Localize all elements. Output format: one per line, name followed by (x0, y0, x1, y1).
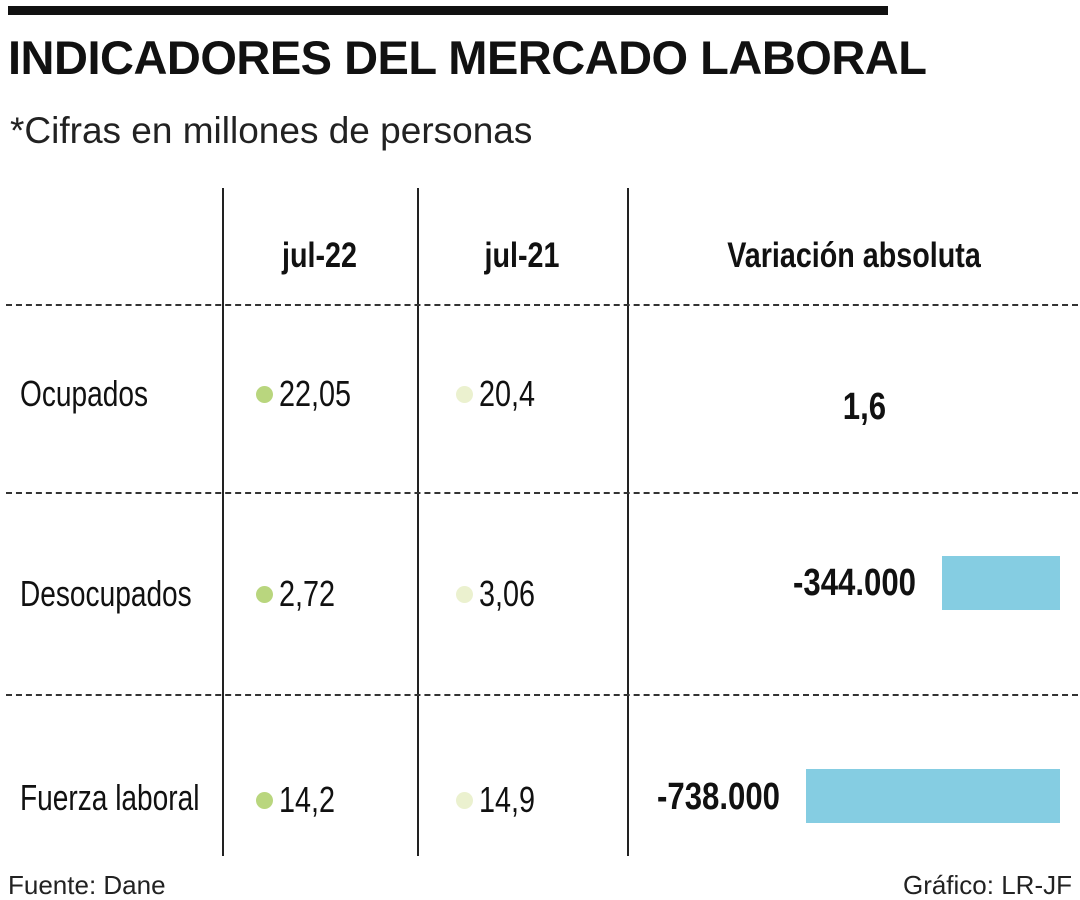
row-divider-1 (6, 304, 1078, 306)
jul-21-dot-icon (456, 585, 473, 603)
top-rule (8, 6, 888, 15)
cell-fuerza-laboral-jul-22: 14,2 (256, 782, 349, 818)
column-header-variacion-absoluta: Variación absoluta (727, 236, 981, 275)
column-divider-1 (222, 188, 224, 856)
cell-value: 20,4 (479, 373, 536, 414)
cell-value: 22,05 (279, 373, 352, 414)
jul-22-dot-icon (256, 585, 273, 603)
footer-source: Fuente: Dane (8, 870, 166, 900)
cell-ocupados-jul-22: 22,05 (256, 376, 369, 412)
jul-21-dot-icon (456, 791, 473, 809)
variation-bar-desocupados (942, 556, 1060, 610)
variation-value-fuerza-laboral: -738.000 (656, 776, 780, 818)
cell-desocupados-jul-21: 3,06 (456, 576, 549, 612)
cell-fuerza-laboral-jul-21: 14,9 (456, 782, 549, 818)
row-label-ocupados: Ocupados (20, 373, 149, 414)
chart-subtitle: *Cifras en millones de personas (10, 110, 533, 151)
jul-22-dot-icon (256, 791, 273, 809)
cell-value: 14,9 (479, 779, 536, 820)
row-label-desocupados: Desocupados (20, 573, 192, 614)
row-label-fuerza-laboral: Fuerza laboral (20, 777, 200, 818)
cell-value: 3,06 (479, 573, 536, 614)
cell-value: 2,72 (279, 573, 336, 614)
cell-value: 14,2 (279, 779, 336, 820)
jul-22-dot-icon (256, 385, 273, 403)
footer-credit: Gráfico: LR-JF (902, 870, 1072, 900)
column-header-jul-21: jul-21 (484, 236, 560, 275)
variation-value-ocupados: 1,6 (842, 386, 887, 428)
row-divider-3 (6, 694, 1078, 696)
variation-value-desocupados: -344.000 (792, 562, 916, 604)
row-divider-2 (6, 492, 1078, 494)
cell-ocupados-jul-21: 20,4 (456, 376, 549, 412)
column-divider-2 (417, 188, 419, 856)
column-header-jul-22: jul-22 (282, 236, 357, 275)
variation-bar-fuerza-laboral (806, 769, 1060, 823)
column-divider-3 (627, 188, 629, 856)
chart-title: INDICADORES DEL MERCADO LABORAL (8, 31, 927, 84)
cell-desocupados-jul-22: 2,72 (256, 576, 349, 612)
jul-21-dot-icon (456, 385, 473, 403)
